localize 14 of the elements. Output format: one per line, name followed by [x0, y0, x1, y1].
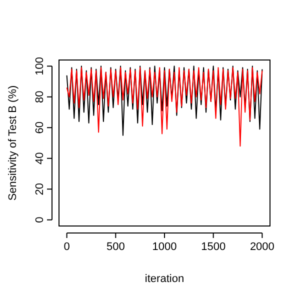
x-axis-title: iteration — [144, 273, 184, 285]
x-tick-label: 2000 — [250, 241, 274, 253]
y-axis-title: Sensitivity of Test B (%) — [7, 85, 19, 201]
x-tick-label: 500 — [106, 241, 125, 253]
y-tick-label: 0 — [34, 216, 46, 223]
x-tick-label: 1500 — [201, 241, 226, 253]
y-tick-label: 60 — [34, 122, 46, 134]
y-tick-label: 80 — [34, 90, 46, 104]
line-series — [66, 67, 263, 147]
x-tick-label: 0 — [64, 241, 70, 253]
y-tick-label: 40 — [34, 152, 46, 164]
y-tick-label: 100 — [34, 56, 46, 76]
x-tick-label: 1000 — [152, 241, 177, 253]
y-tick-label: 20 — [34, 182, 46, 196]
